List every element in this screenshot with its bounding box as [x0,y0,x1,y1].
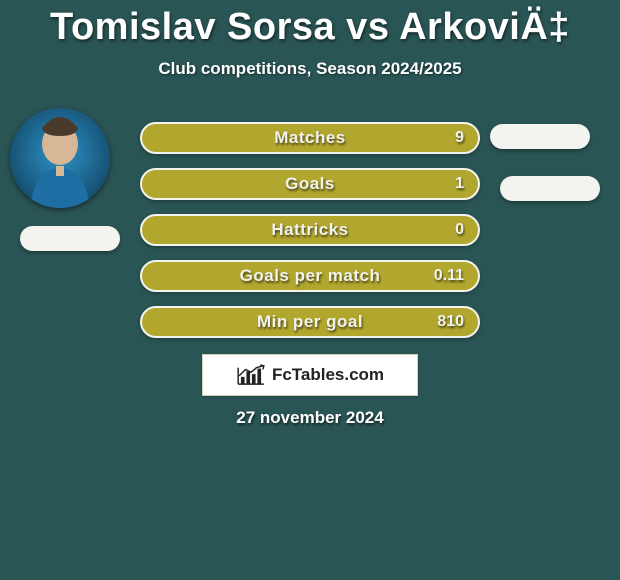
subtitle-text: Club competitions, Season 2024/2025 [0,59,620,79]
fctables-link[interactable]: FcTables.com [202,354,418,396]
comparison-card: Tomislav Sorsa vs ArkoviÄ‡ Club competit… [0,0,620,580]
date-text: 27 november 2024 [0,408,620,428]
stat-label: Min per goal [142,308,478,336]
badge-text: FcTables.com [272,365,384,385]
stat-value: 9 [455,124,464,152]
stats-block: Matches 9 Goals 1 Hattricks 0 Goals per … [140,122,480,352]
stat-pill-goals: Goals 1 [140,168,480,200]
stat-pill-matches: Matches 9 [140,122,480,154]
stat-label: Goals [142,170,478,198]
stat-pill-min-per-goal: Min per goal 810 [140,306,480,338]
player2-stat-chip-2 [500,176,600,201]
page-title: Tomislav Sorsa vs ArkoviÄ‡ [0,0,620,49]
stat-value: 810 [437,308,464,336]
avatar-placeholder-icon [10,108,110,208]
stat-value: 0 [455,216,464,244]
player1-stat-chip [20,226,120,251]
stat-label: Goals per match [142,262,478,290]
stat-value: 0.11 [434,262,464,290]
stat-pill-goals-per-match: Goals per match 0.11 [140,260,480,292]
stat-label: Matches [142,124,478,152]
bar-chart-icon [236,364,266,386]
stat-label: Hattricks [142,216,478,244]
player2-stat-chip-1 [490,124,590,149]
stat-value: 1 [455,170,464,198]
stat-pill-hattricks: Hattricks 0 [140,214,480,246]
player1-avatar [10,108,110,208]
